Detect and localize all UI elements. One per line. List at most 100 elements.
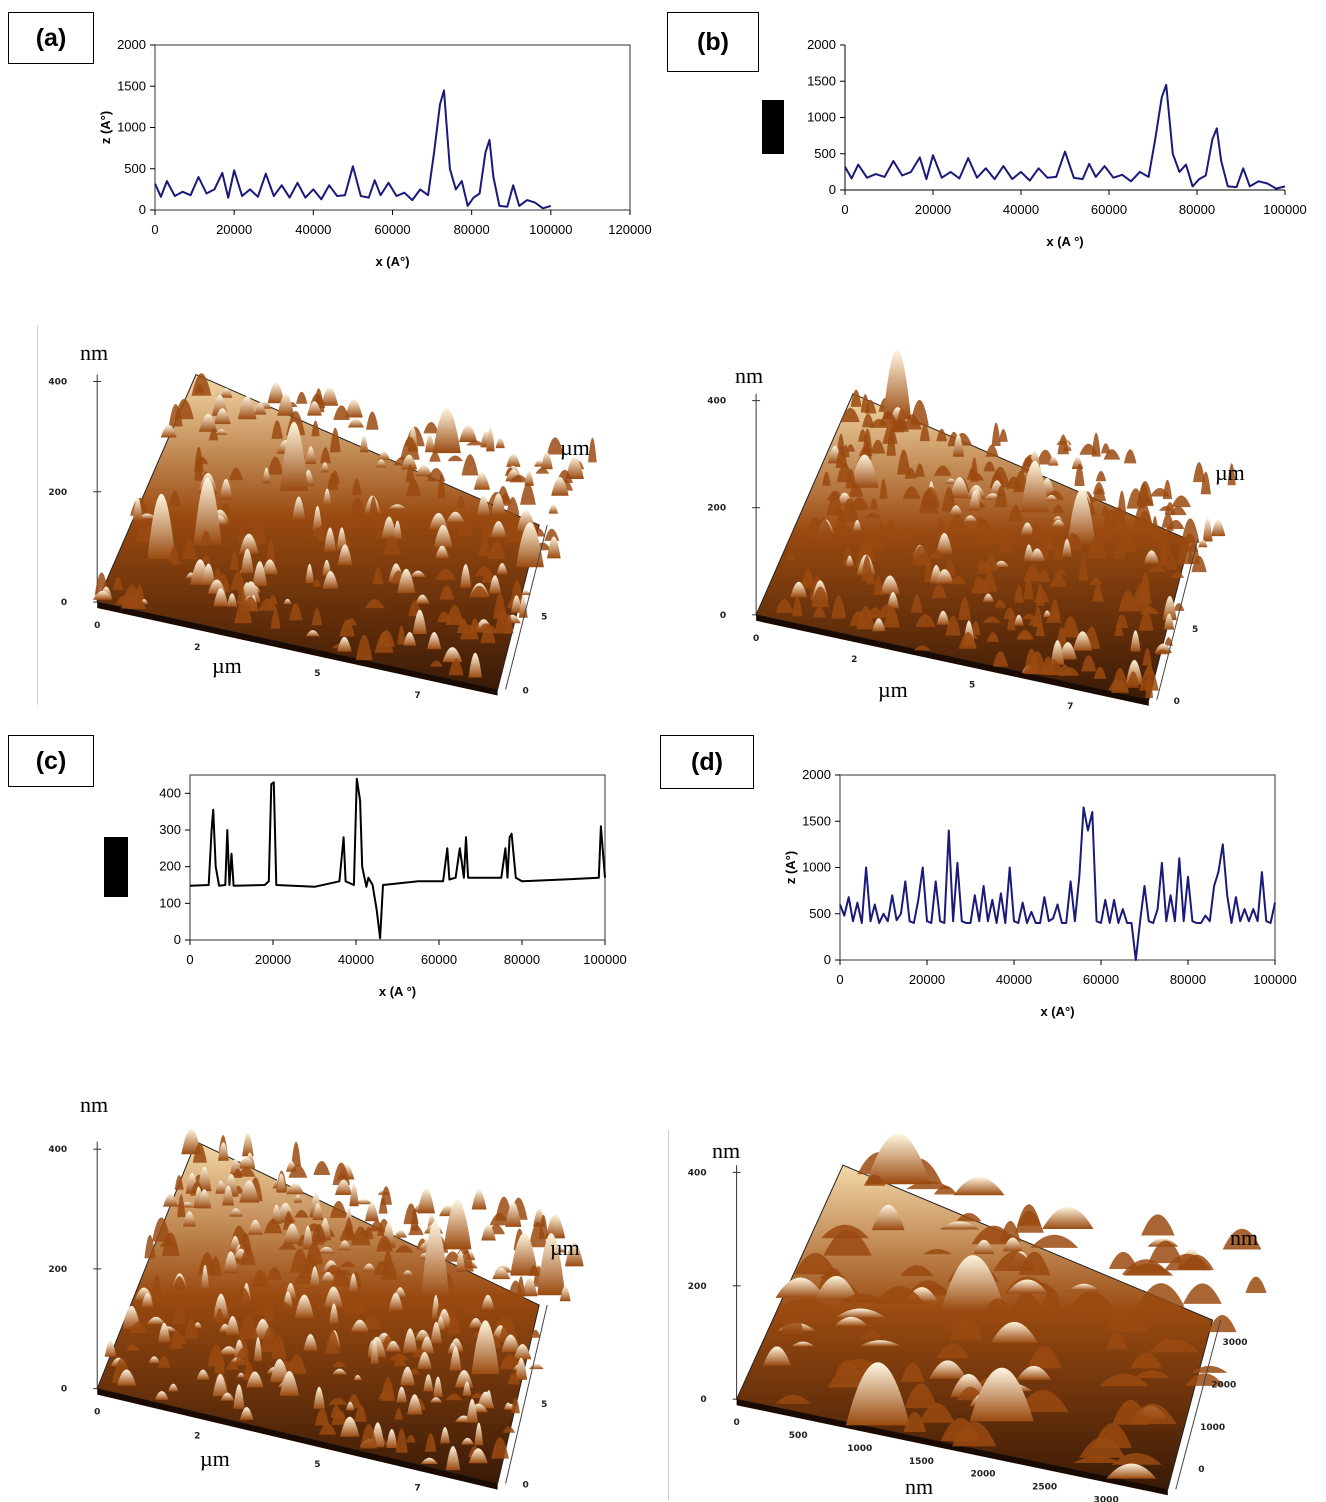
afm-peak	[506, 453, 521, 467]
afm-peak	[510, 1232, 539, 1276]
afm-peak	[345, 399, 363, 418]
y-tick-label: 100	[159, 895, 181, 910]
afm-peak	[1112, 1399, 1150, 1425]
afm-peak	[267, 382, 285, 404]
afm-peak	[504, 613, 514, 634]
x-unit-label: µm	[878, 677, 908, 702]
y-tick-label: 2000	[117, 37, 146, 52]
afm-peak	[950, 575, 967, 585]
afm-peak	[429, 660, 443, 667]
afm-x-tick-label: 0	[94, 1408, 100, 1418]
afm-peak	[509, 474, 529, 483]
afm-peak	[400, 1366, 415, 1386]
panel-label-b: (b)	[667, 12, 759, 72]
afm-peak	[941, 486, 957, 512]
afm-peak	[1058, 642, 1077, 660]
afm-peak	[1033, 606, 1043, 628]
afm-peak	[1208, 1315, 1237, 1333]
afm-peak	[223, 1251, 239, 1274]
afm-peak	[971, 577, 990, 594]
afm-peak	[495, 437, 505, 449]
afm-peak	[439, 585, 455, 600]
afm-peak	[425, 1433, 437, 1452]
afm-peak	[1181, 518, 1200, 543]
afm-peak	[237, 1157, 256, 1169]
divider-line	[37, 325, 38, 705]
afm-peak	[287, 1354, 307, 1374]
afm-peak	[971, 620, 981, 636]
panel-label-d: (d)	[660, 735, 754, 789]
afm-peak	[860, 1329, 882, 1339]
afm-peak	[200, 530, 212, 546]
afm-peak	[1150, 516, 1159, 540]
afm-peak	[1050, 574, 1067, 587]
afm-peak	[1130, 1352, 1163, 1369]
afm-peak	[1148, 1240, 1184, 1264]
afm-peak	[872, 618, 886, 632]
afm-peak	[1162, 479, 1173, 500]
x-tick-label: 40000	[1003, 202, 1039, 217]
afm-peak	[1073, 1456, 1122, 1463]
plot-frame	[189, 774, 606, 941]
afm-peak	[362, 1263, 376, 1272]
afm-image-d: 4002000050010001500200025003000350030002…	[675, 1133, 1267, 1502]
afm-peak	[488, 575, 501, 594]
afm-peak	[230, 551, 239, 570]
afm-peak	[104, 1340, 117, 1357]
afm-peak	[1211, 519, 1226, 537]
y-tick-label: 1000	[117, 120, 146, 135]
afm-peak	[781, 1309, 805, 1334]
y-tick-label: 1500	[117, 78, 146, 93]
afm-peak	[370, 1339, 379, 1364]
afm-peak	[476, 547, 490, 556]
afm-peak	[212, 1373, 228, 1397]
afm-x-tick-label: 7	[414, 691, 420, 701]
afm-peak	[213, 587, 229, 607]
afm-peak	[328, 1398, 348, 1405]
x-tick-label: 20000	[255, 952, 291, 967]
afm-peak	[941, 1255, 1005, 1311]
afm-peak	[852, 519, 862, 532]
afm-peak	[141, 1292, 154, 1308]
afm-peak	[1072, 631, 1093, 651]
x-axis-title: x (A°)	[1040, 1004, 1074, 1019]
afm-peak	[1133, 1370, 1171, 1378]
afm-peak	[791, 1341, 815, 1347]
afm-peak	[462, 1381, 472, 1396]
afm-peak	[1016, 1365, 1052, 1380]
afm-peak	[511, 595, 522, 613]
afm-peak	[880, 575, 900, 595]
afm-peak	[1061, 616, 1080, 638]
afm-peak	[313, 1160, 331, 1175]
afm-peak	[866, 1133, 931, 1185]
afm-peak	[945, 615, 961, 636]
afm-peak	[388, 1292, 404, 1311]
afm-peak	[415, 464, 433, 477]
redaction-box-b	[762, 100, 784, 154]
afm-peak	[834, 1316, 868, 1326]
afm-peak	[401, 1270, 414, 1276]
plot-frame	[839, 774, 1276, 961]
afm-peak	[812, 606, 826, 618]
afm-peak	[286, 1183, 305, 1195]
afm-peak	[445, 605, 464, 625]
afm-peak	[293, 1194, 303, 1203]
afm-peak	[320, 462, 330, 473]
afm-peak	[407, 1394, 423, 1415]
afm-peak	[510, 580, 524, 604]
afm-peak	[242, 1132, 254, 1157]
afm-peak	[1021, 613, 1038, 620]
afm-peak	[949, 505, 963, 516]
afm-peak	[1074, 463, 1085, 486]
afm-peak	[378, 451, 390, 460]
afm-peak	[1164, 1253, 1212, 1271]
afm-peak	[785, 553, 795, 560]
afm-peak	[998, 428, 1008, 442]
afm-peak	[547, 536, 561, 559]
afm-y-tick-label: 0	[1198, 1465, 1204, 1475]
afm-peak	[969, 1367, 1034, 1422]
x-unit-label: µm	[200, 1446, 230, 1471]
afm-peak	[238, 1315, 259, 1340]
afm-peak	[992, 651, 1009, 667]
x-tick-label: 100000	[583, 952, 626, 967]
